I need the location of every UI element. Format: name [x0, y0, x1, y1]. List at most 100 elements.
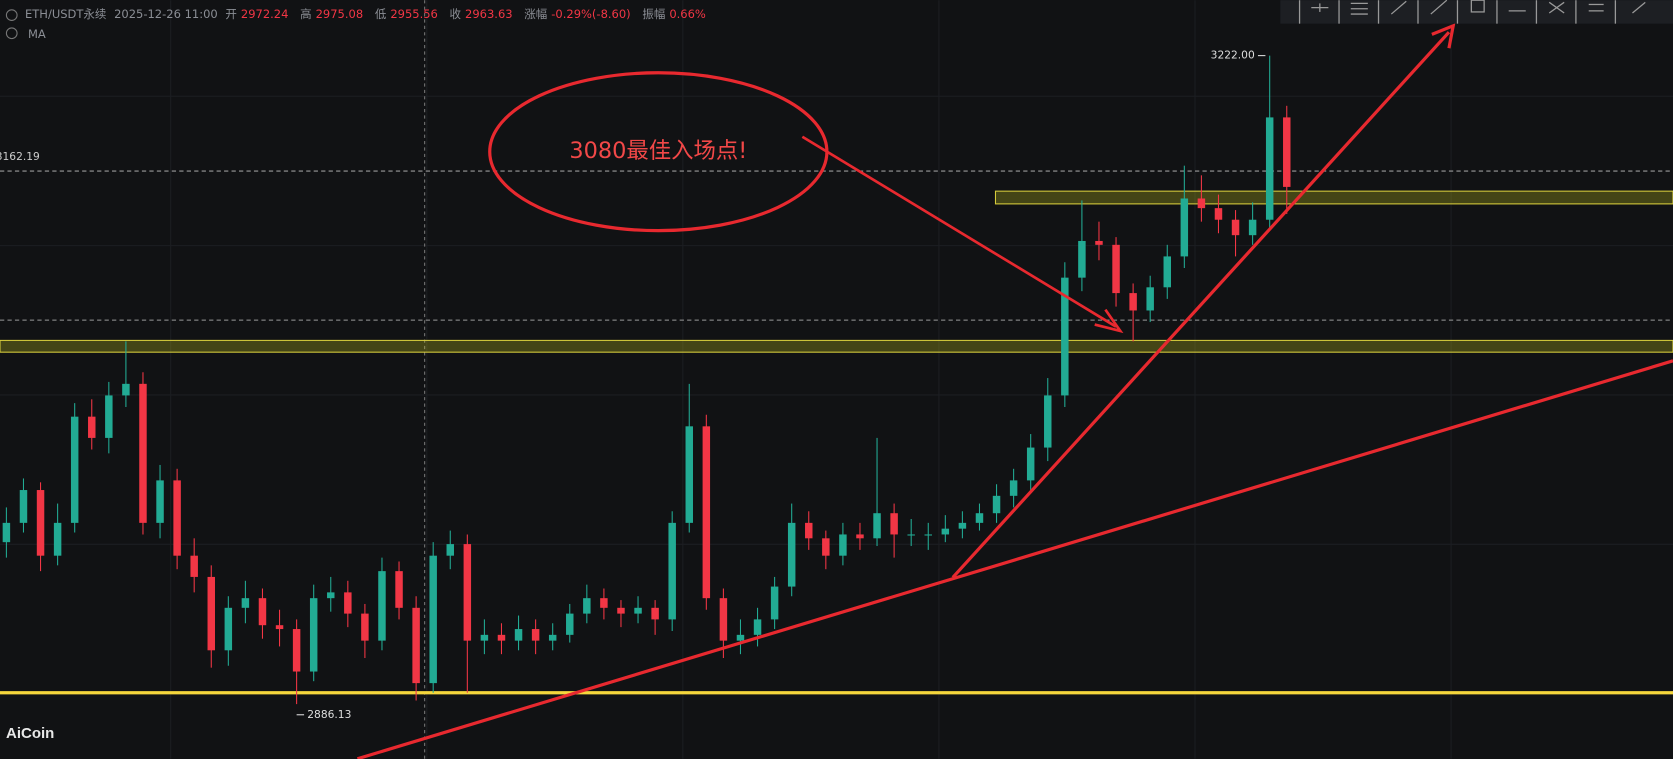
- trend-line: [951, 31, 1451, 579]
- label: 收: [449, 7, 462, 21]
- candle-body: [907, 534, 915, 536]
- candle-body: [702, 426, 711, 599]
- candle-body: [497, 634, 506, 641]
- candle-body: [70, 416, 79, 523]
- candle-body: [412, 607, 420, 684]
- icon: [5, 27, 18, 40]
- candle-body: [514, 629, 523, 641]
- indicator-name[interactable]: MA: [28, 27, 46, 41]
- candle-body: [941, 528, 950, 535]
- candle-body: [463, 544, 472, 641]
- candle-body: [634, 607, 642, 614]
- candle-body: [480, 634, 489, 641]
- candle-body: [53, 522, 62, 556]
- candle-body: [736, 634, 745, 641]
- candle-body: [19, 490, 28, 523]
- candle-body: [139, 383, 147, 523]
- candle-body: [873, 513, 881, 539]
- candle-body: [600, 598, 608, 608]
- candle-body: [1197, 198, 1206, 209]
- candle-body: [770, 586, 779, 620]
- candle-body: [822, 538, 830, 556]
- candle-body: [36, 490, 45, 556]
- candle-body: [327, 592, 335, 599]
- candle-body: [395, 571, 403, 608]
- candle-body: [1163, 256, 1171, 288]
- high-label: 3222.00: [1211, 49, 1255, 62]
- candle-body: [856, 534, 864, 539]
- candle-body: [241, 598, 250, 608]
- candle-body: [105, 395, 113, 438]
- arrow-head: [1431, 23, 1456, 49]
- indicator[interactable]: MA: [28, 27, 46, 41]
- logo: AiCoin: [6, 725, 55, 742]
- candle-body: [309, 598, 318, 672]
- candle-body: [378, 571, 386, 641]
- candle-body: [719, 598, 728, 641]
- time: 2025-12-26 11:00: [114, 7, 218, 21]
- toolbar: [1280, 0, 1673, 24]
- candle-body: [2, 522, 11, 543]
- label: 开: [225, 7, 237, 21]
- candle-body: [685, 426, 693, 523]
- value: -0.29%(-8.60): [551, 7, 631, 21]
- candle-body: [156, 480, 164, 523]
- candle-body: [1009, 480, 1018, 496]
- candle-body: [361, 613, 369, 641]
- candle-body: [1214, 208, 1223, 220]
- candle-body: [1146, 287, 1154, 311]
- zone: [0, 339, 1673, 353]
- candle-body: [548, 634, 557, 641]
- candle-body: [668, 522, 676, 620]
- value: 0.66%: [669, 7, 706, 21]
- candle-body: [1095, 240, 1103, 245]
- label-arrows: [296, 55, 1266, 716]
- candle-body: [190, 555, 198, 577]
- candle-body: [583, 598, 591, 614]
- candle-body: [839, 534, 847, 556]
- drawings: [356, 23, 1673, 759]
- candle-body: [173, 480, 181, 556]
- candle-body: [1248, 219, 1257, 236]
- candle-body: [1129, 293, 1137, 311]
- candle-body: [1026, 447, 1035, 481]
- candle-body: [275, 625, 284, 630]
- arrow-head: [1094, 308, 1124, 334]
- candle-body: [122, 383, 130, 396]
- candle-body: [805, 522, 813, 539]
- ellipse: [488, 71, 829, 233]
- price-line-label: 3162.19: [0, 150, 40, 163]
- symbol: ETH/USDT永续: [25, 7, 107, 21]
- candle-body: [1180, 198, 1189, 257]
- candle-body: [1061, 277, 1069, 396]
- trend-line: [356, 359, 1673, 759]
- arrow: [801, 135, 1117, 328]
- candle-body: [1231, 219, 1240, 236]
- annotation: 3080最佳入场点!: [569, 138, 747, 164]
- candle-body: [258, 598, 267, 626]
- low-label: 2886.13: [307, 708, 351, 721]
- candle-body: [429, 555, 437, 684]
- candle-body: [992, 495, 1001, 514]
- candle-body: [344, 592, 352, 614]
- value: 2963.63: [465, 7, 513, 21]
- header: ETH/USDT永续 2025-12-26 11:00 开 2972.24 高 29…: [25, 6, 714, 22]
- candle-body: [890, 513, 898, 535]
- value: 2972.24: [240, 7, 289, 21]
- candle-body: [207, 576, 215, 651]
- candle-body: [566, 613, 574, 635]
- candle-body: [1078, 240, 1086, 278]
- label: 振幅: [642, 7, 666, 21]
- icon: [5, 9, 18, 22]
- candle-body: [88, 416, 96, 438]
- candle-body: [531, 629, 540, 641]
- zone: [994, 190, 1673, 205]
- candle-body: [1112, 244, 1120, 294]
- candle-body: [1265, 117, 1274, 220]
- candle-body: [787, 522, 796, 587]
- candle-body: [1044, 395, 1052, 448]
- candle-body: [292, 629, 301, 672]
